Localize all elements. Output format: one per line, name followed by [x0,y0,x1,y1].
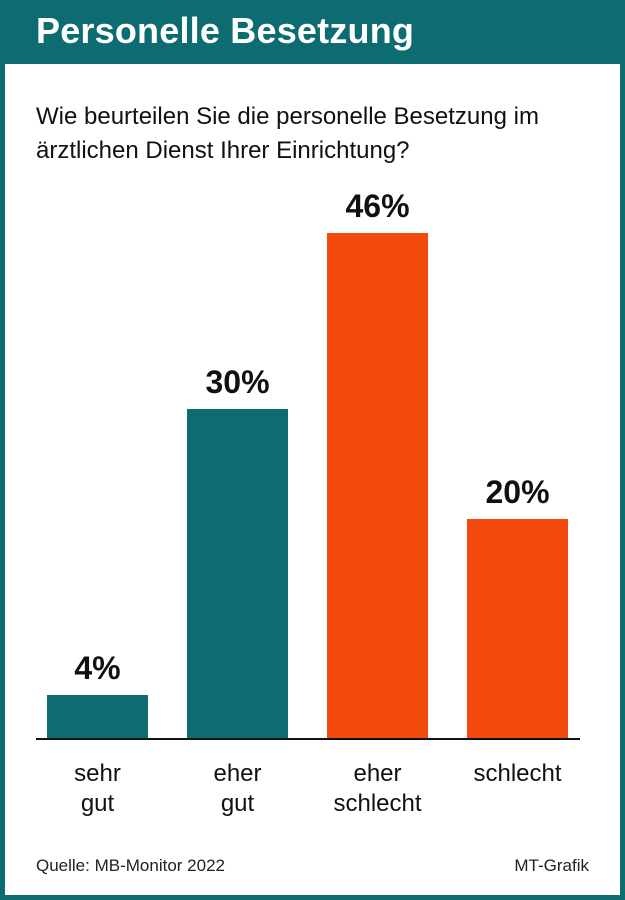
category-label-3-line-1: eher [353,760,401,787]
bar-3 [327,233,428,739]
value-label-2: 30% [205,364,269,400]
value-label-3: 46% [345,188,409,224]
value-label-1: 4% [74,650,120,686]
bar-2 [187,409,288,739]
page-title: Personelle Besetzung [36,10,415,51]
bar-1 [47,695,148,739]
header-banner: Personelle Besetzung [0,0,625,64]
category-label-2-line-1: eher [213,760,261,787]
bar-4 [467,519,568,739]
survey-question: Wie beurteilen Sie die personelle Besetz… [36,103,539,164]
value-label-4: 20% [485,474,549,510]
graphic-credit: MT-Grafik [514,856,589,875]
category-label-1-line-2: gut [81,790,115,817]
category-label-3-line-2: schlecht [333,790,421,817]
category-label-2-line-2: gut [221,790,255,817]
category-label-1-line-1: sehr [74,760,121,787]
source-note: Quelle: MB-Monitor 2022 [36,856,225,875]
category-label-4: schlecht [473,760,561,787]
